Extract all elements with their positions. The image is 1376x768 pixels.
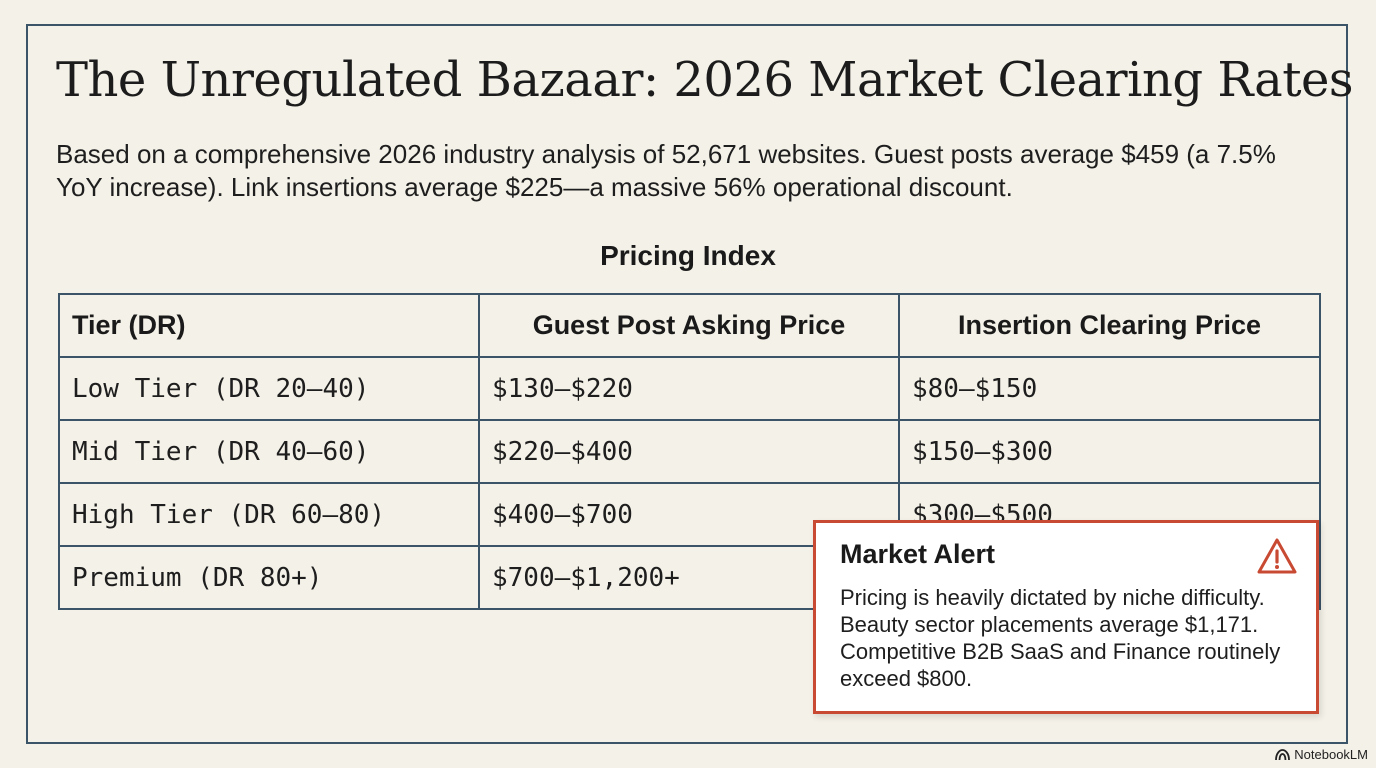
table-header-row: Tier (DR) Guest Post Asking Price Insert…: [58, 293, 1321, 358]
page-title: The Unregulated Bazaar: 2026 Market Clea…: [56, 52, 1354, 108]
pricing-table: Tier (DR) Guest Post Asking Price Insert…: [58, 293, 1321, 610]
insertion-price-cell: $80–$150: [898, 356, 1321, 421]
table-row: Mid Tier (DR 40–60) $220–$400 $150–$300: [58, 419, 1321, 484]
column-header-guest-post: Guest Post Asking Price: [478, 293, 900, 358]
tier-cell: Mid Tier (DR 40–60): [58, 419, 480, 484]
page-subtitle: Based on a comprehensive 2026 industry a…: [56, 139, 1276, 202]
alert-body: Pricing is heavily dictated by niche dif…: [840, 585, 1281, 691]
market-alert-callout: Market Alert Pricing is heavily dictated…: [813, 520, 1319, 714]
guest-post-price-cell: $220–$400: [478, 419, 900, 484]
notebooklm-logo-icon: [1275, 748, 1291, 760]
brand-label: NotebookLM: [1294, 747, 1368, 762]
table-caption: Pricing Index: [600, 240, 776, 271]
insertion-price-cell: $150–$300: [898, 419, 1321, 484]
table-row: Low Tier (DR 20–40) $130–$220 $80–$150: [58, 356, 1321, 421]
alert-title: Market Alert: [840, 539, 996, 569]
tier-cell: Premium (DR 80+): [58, 545, 480, 610]
tier-cell: High Tier (DR 60–80): [58, 482, 480, 547]
column-header-insertion: Insertion Clearing Price: [898, 293, 1321, 358]
slide-frame: [26, 24, 1348, 744]
tier-cell: Low Tier (DR 20–40): [58, 356, 480, 421]
warning-icon: [1257, 538, 1297, 574]
column-header-tier: Tier (DR): [58, 293, 480, 358]
notebooklm-watermark: NotebookLM: [1275, 747, 1368, 762]
guest-post-price-cell: $130–$220: [478, 356, 900, 421]
